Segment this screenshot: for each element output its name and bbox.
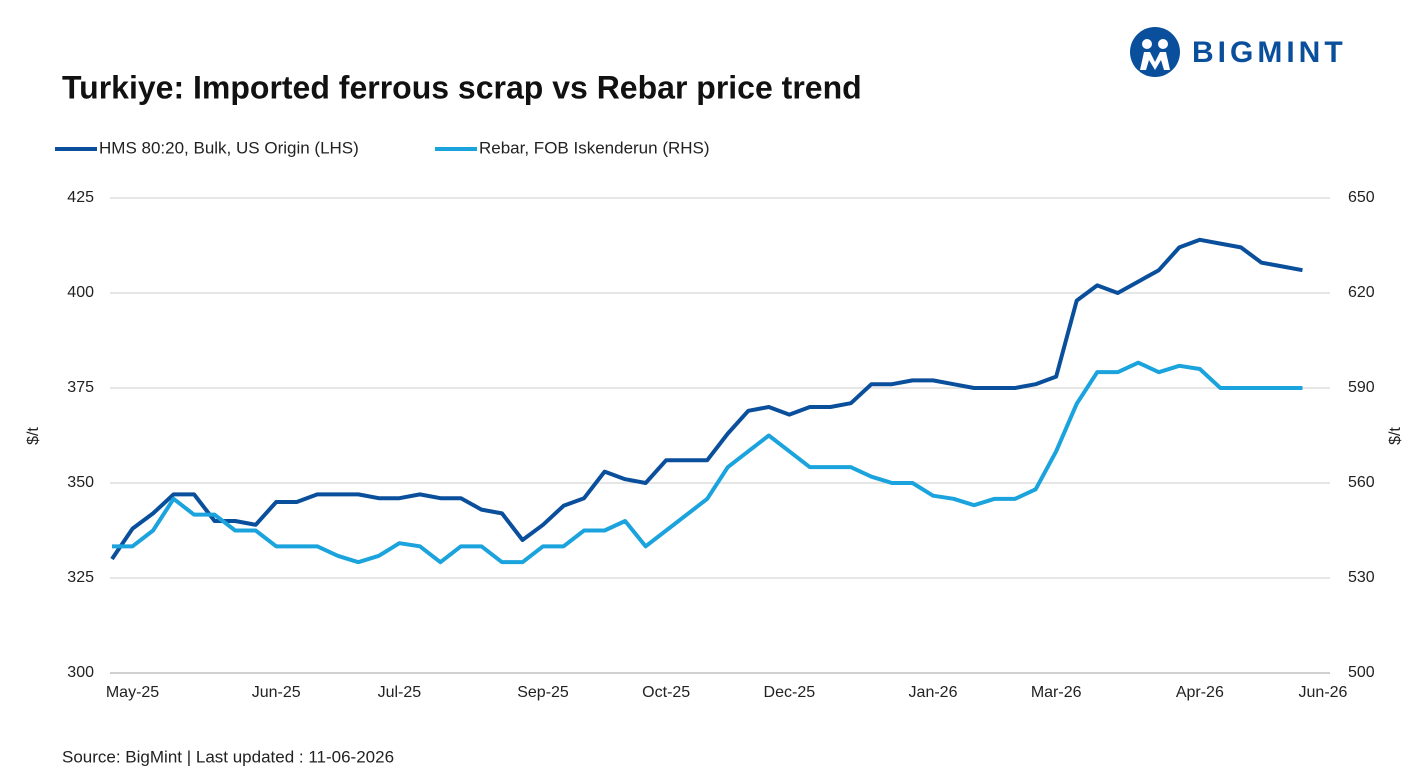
y2-tick-label: 560	[1348, 474, 1375, 491]
logo: BIGMINT	[1130, 27, 1347, 77]
y2-tick-label: 590	[1348, 379, 1375, 396]
y2-axis-label: $/t	[1387, 427, 1404, 445]
x-tick-label: Mar-26	[1031, 684, 1082, 701]
x-tick-label: Sep-25	[517, 684, 569, 701]
legend-label: HMS 80:20, Bulk, US Origin (LHS)	[99, 138, 359, 157]
x-tick-label: Jan-26	[909, 684, 958, 701]
source-note: Source: BigMint | Last updated : 11-06-2…	[62, 747, 394, 766]
x-tick-label: Jun-26	[1299, 684, 1348, 701]
x-tick-label: Dec-25	[764, 684, 816, 701]
series-line	[112, 360, 1303, 565]
y2-tick-label: 650	[1348, 189, 1375, 206]
x-tick-label: Jun-25	[252, 684, 301, 701]
y2-tick-label: 620	[1348, 284, 1375, 301]
y-tick-label: 350	[67, 474, 94, 491]
y-tick-label: 400	[67, 284, 94, 301]
x-tick-label: May-25	[106, 684, 159, 701]
legend-label: Rebar, FOB Iskenderun (RHS)	[479, 138, 710, 157]
y-tick-label: 325	[67, 569, 94, 586]
chart-title: Turkiye: Imported ferrous scrap vs Rebar…	[62, 69, 862, 105]
y2-tick-label: 530	[1348, 569, 1375, 586]
series-line	[110, 237, 1303, 561]
y-tick-label: 425	[67, 189, 94, 206]
y2-tick-label: 500	[1348, 664, 1375, 681]
y-tick-label: 375	[67, 379, 94, 396]
y-tick-label: 300	[67, 664, 94, 681]
y-axis-label: $/t	[25, 427, 42, 445]
logo-text: BIGMINT	[1192, 36, 1347, 69]
x-tick-label: Apr-26	[1176, 684, 1224, 701]
x-tick-label: Oct-25	[642, 684, 690, 701]
x-tick-label: Jul-25	[378, 684, 422, 701]
